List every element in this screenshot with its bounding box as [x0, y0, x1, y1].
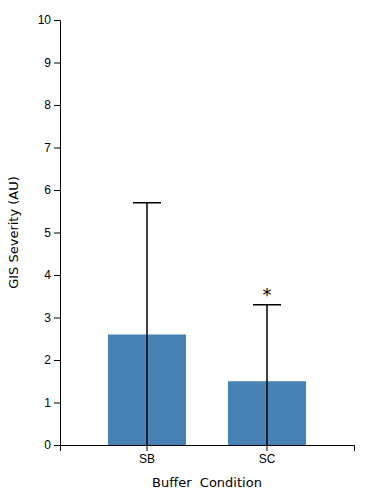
tick-label: 8 — [44, 98, 51, 112]
y-axis: 0 1 2 3 4 5 6 7 8 9 10 — [38, 13, 61, 452]
y-tick: 6 — [44, 183, 60, 197]
tick-label: SC — [259, 452, 276, 466]
tick-label: 7 — [44, 141, 51, 155]
tick-label: 0 — [44, 438, 51, 452]
tick-mark — [147, 445, 148, 451]
y-tick: 4 — [44, 268, 60, 282]
error-bar — [253, 305, 281, 445]
tick-label: 9 — [44, 56, 51, 70]
y-axis-title: GIS Severity (AU) — [6, 176, 21, 289]
tick-mark — [54, 190, 60, 191]
tick-mark — [54, 20, 60, 21]
marks — [108, 203, 306, 445]
error-bar — [133, 203, 161, 445]
tick-label: SB — [139, 452, 155, 466]
tick-mark — [267, 445, 268, 451]
tick-mark — [54, 275, 60, 276]
tick-label: 6 — [44, 183, 51, 197]
tick-mark — [54, 403, 60, 404]
tick-mark — [54, 105, 60, 106]
tick-mark — [54, 63, 60, 64]
y-tick: 10 — [38, 13, 60, 27]
x-axis-title: Buffer Condition — [152, 475, 262, 490]
axis-line — [61, 446, 355, 452]
plot-area: * SB SC 0 1 2 3 4 5 6 7 8 9 10 Buffer Condition GIS Sev… — [6, 13, 355, 490]
y-tick: 2 — [44, 353, 60, 367]
y-tick: 8 — [44, 98, 60, 112]
y-tick: 5 — [44, 226, 60, 240]
chart: * SB SC 0 1 2 3 4 5 6 7 8 9 10 Buffer Condition GIS Sev… — [0, 0, 369, 500]
tick-mark — [54, 360, 60, 361]
y-tick: 7 — [44, 141, 60, 155]
y-tick: 3 — [44, 311, 60, 325]
tick-mark — [54, 445, 60, 446]
x-tick: SC — [259, 445, 276, 466]
y-tick: 1 — [44, 396, 60, 410]
tick-label: 1 — [44, 396, 51, 410]
tick-mark — [54, 318, 60, 319]
axis-line — [54, 21, 61, 446]
x-axis: SB SC — [61, 445, 355, 466]
tick-label: 3 — [44, 311, 51, 325]
x-tick: SB — [139, 445, 155, 466]
tick-label: 4 — [44, 268, 51, 282]
tick-label: 5 — [44, 226, 51, 240]
tick-label: 2 — [44, 353, 51, 367]
tick-mark — [54, 148, 60, 149]
y-tick: 0 — [44, 438, 60, 452]
tick-mark — [54, 233, 60, 234]
y-tick: 9 — [44, 56, 60, 70]
tick-label: 10 — [38, 13, 52, 27]
annotation: * — [263, 284, 272, 305]
